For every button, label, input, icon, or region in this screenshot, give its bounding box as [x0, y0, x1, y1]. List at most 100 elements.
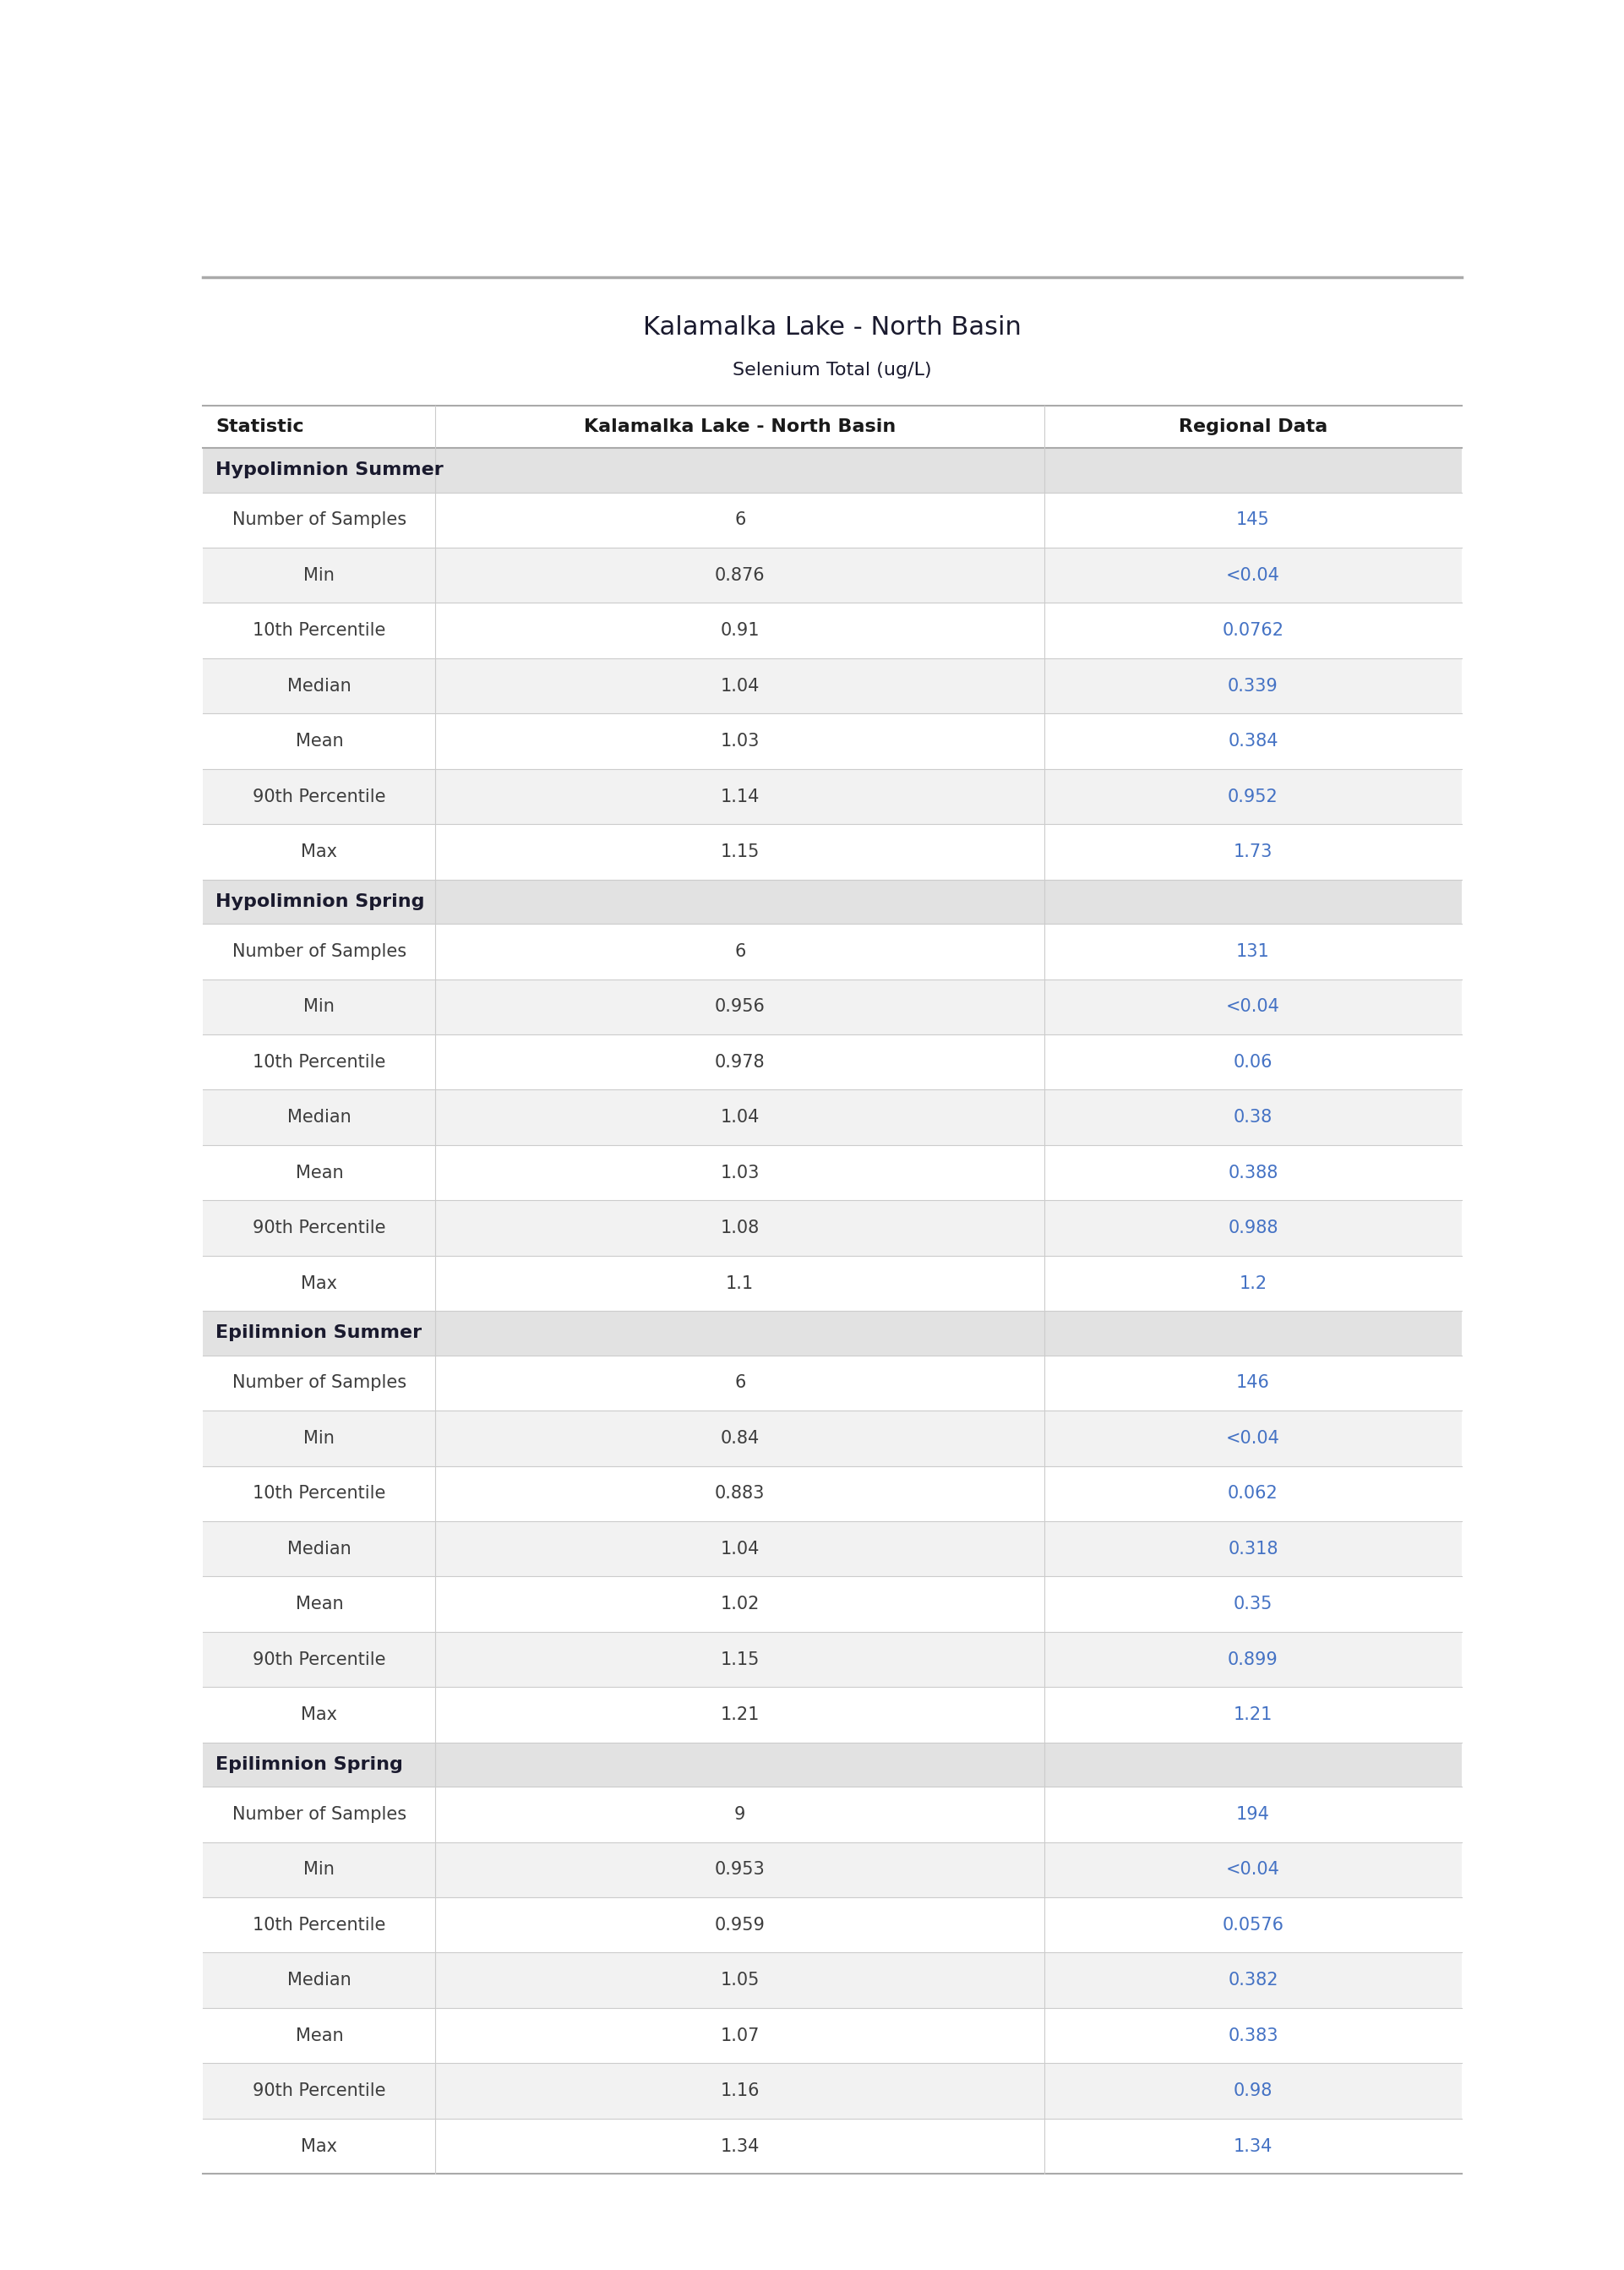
Text: 194: 194 [1236, 1807, 1270, 1823]
Text: <0.04: <0.04 [1226, 1430, 1280, 1446]
Text: Max: Max [300, 1707, 338, 1723]
Text: 0.0576: 0.0576 [1223, 1916, 1285, 1934]
Bar [203, 1255, 1462, 1312]
Text: 1.04: 1.04 [721, 1110, 760, 1126]
Bar [203, 978, 1462, 1035]
Text: 1.04: 1.04 [721, 1541, 760, 1557]
Text: 131: 131 [1236, 942, 1270, 960]
Text: Median: Median [287, 676, 351, 695]
Text: Epilimnion Summer: Epilimnion Summer [216, 1326, 422, 1342]
Text: Number of Samples: Number of Samples [232, 1807, 406, 1823]
Text: 0.952: 0.952 [1228, 788, 1278, 806]
Text: 0.0762: 0.0762 [1223, 622, 1285, 640]
Text: 0.84: 0.84 [721, 1430, 760, 1446]
Bar [203, 1521, 1462, 1575]
Bar [203, 2118, 1462, 2175]
Text: 1.07: 1.07 [721, 2027, 760, 2043]
Bar [203, 1786, 1462, 1841]
Text: 1.03: 1.03 [721, 733, 760, 749]
Text: 90th Percentile: 90th Percentile [253, 1650, 387, 1668]
Bar [203, 1090, 1462, 1144]
Text: Median: Median [287, 1973, 351, 1989]
Text: 0.339: 0.339 [1228, 676, 1278, 695]
Text: 0.318: 0.318 [1228, 1541, 1278, 1557]
Text: 0.98: 0.98 [1234, 2082, 1273, 2100]
Text: 0.382: 0.382 [1228, 1973, 1278, 1989]
Text: Max: Max [300, 1276, 338, 1292]
Text: 0.384: 0.384 [1228, 733, 1278, 749]
Text: 1.02: 1.02 [721, 1596, 760, 1612]
Text: Min: Min [304, 999, 335, 1015]
Bar [203, 1410, 1462, 1466]
Text: 6: 6 [734, 1373, 745, 1392]
Text: 0.978: 0.978 [715, 1053, 765, 1071]
Text: Number of Samples: Number of Samples [232, 1373, 406, 1392]
Text: Median: Median [287, 1110, 351, 1126]
Text: 10th Percentile: 10th Percentile [253, 622, 387, 640]
Text: Mean: Mean [296, 733, 343, 749]
Bar [203, 1952, 1462, 2009]
Text: 6: 6 [734, 511, 745, 529]
Bar [203, 1035, 1462, 1090]
Text: Min: Min [304, 1861, 335, 1877]
Text: 1.03: 1.03 [721, 1165, 760, 1180]
Text: 0.388: 0.388 [1228, 1165, 1278, 1180]
Text: 0.988: 0.988 [1228, 1219, 1278, 1237]
Text: 0.91: 0.91 [721, 622, 760, 640]
Text: 1.08: 1.08 [721, 1219, 760, 1237]
Bar [203, 1687, 1462, 1743]
Text: Hypolimnion Summer: Hypolimnion Summer [216, 461, 443, 479]
Bar [203, 1841, 1462, 1898]
Text: 10th Percentile: 10th Percentile [253, 1916, 387, 1934]
Text: <0.04: <0.04 [1226, 568, 1280, 583]
Text: 90th Percentile: 90th Percentile [253, 2082, 387, 2100]
Text: Selenium Total (ug/L): Selenium Total (ug/L) [732, 361, 932, 379]
Text: Min: Min [304, 568, 335, 583]
Text: 90th Percentile: 90th Percentile [253, 788, 387, 806]
Text: 1.34: 1.34 [1234, 2138, 1273, 2154]
Text: Regional Data: Regional Data [1179, 418, 1327, 436]
Text: 9: 9 [734, 1807, 745, 1823]
Text: 0.06: 0.06 [1233, 1053, 1273, 1071]
Bar [203, 547, 1462, 604]
Text: 146: 146 [1236, 1373, 1270, 1392]
Bar [203, 1743, 1462, 1786]
Text: 1.15: 1.15 [721, 1650, 760, 1668]
Text: Hypolimnion Spring: Hypolimnion Spring [216, 892, 425, 910]
Text: 1.73: 1.73 [1234, 844, 1273, 860]
Text: 1.1: 1.1 [726, 1276, 754, 1292]
Bar [203, 1144, 1462, 1201]
Text: 0.956: 0.956 [715, 999, 765, 1015]
Bar [203, 2063, 1462, 2118]
Text: Number of Samples: Number of Samples [232, 511, 406, 529]
Text: 1.34: 1.34 [721, 2138, 760, 2154]
Text: 10th Percentile: 10th Percentile [253, 1053, 387, 1071]
Text: <0.04: <0.04 [1226, 1861, 1280, 1877]
Text: 90th Percentile: 90th Percentile [253, 1219, 387, 1237]
Bar [203, 770, 1462, 824]
Bar [203, 1355, 1462, 1410]
Bar [203, 447, 1462, 493]
Bar [203, 924, 1462, 978]
Bar [203, 1898, 1462, 1952]
Text: 0.953: 0.953 [715, 1861, 765, 1877]
Text: 10th Percentile: 10th Percentile [253, 1485, 387, 1503]
Bar [203, 1312, 1462, 1355]
Text: Kalamalka Lake - North Basin: Kalamalka Lake - North Basin [643, 316, 1021, 340]
Text: 0.062: 0.062 [1228, 1485, 1278, 1503]
Text: 1.15: 1.15 [721, 844, 760, 860]
Text: Median: Median [287, 1541, 351, 1557]
Text: Statistic: Statistic [216, 418, 304, 436]
Text: 0.38: 0.38 [1234, 1110, 1273, 1126]
Text: Min: Min [304, 1430, 335, 1446]
Text: 6: 6 [734, 942, 745, 960]
Text: 1.05: 1.05 [721, 1973, 760, 1989]
Text: 0.899: 0.899 [1228, 1650, 1278, 1668]
Text: 0.35: 0.35 [1234, 1596, 1273, 1612]
Text: Max: Max [300, 844, 338, 860]
Text: Max: Max [300, 2138, 338, 2154]
Text: <0.04: <0.04 [1226, 999, 1280, 1015]
Bar [203, 658, 1462, 713]
Text: 0.959: 0.959 [715, 1916, 765, 1934]
Text: 1.16: 1.16 [721, 2082, 760, 2100]
